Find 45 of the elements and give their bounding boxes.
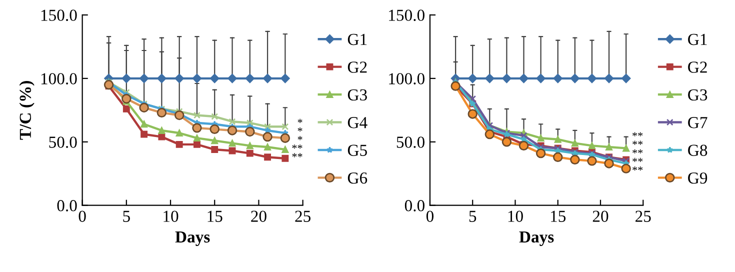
annotation: ** xyxy=(632,132,643,136)
legend-label: G8 xyxy=(688,144,708,156)
y-tick-label: 50.0 xyxy=(49,136,77,148)
x-axis-title: Days xyxy=(175,231,210,246)
legend-label: G2 xyxy=(348,62,367,73)
legend-label: G6 xyxy=(348,172,368,184)
annotation: ** xyxy=(632,140,643,145)
y-tick-label: 0.0 xyxy=(57,200,77,212)
x-tick-label: 0 xyxy=(426,210,434,222)
y-tick-label: 100.0 xyxy=(41,73,77,84)
annotation: ** xyxy=(292,144,302,149)
x-tick-label: 25 xyxy=(295,210,310,222)
x-tick-label: 20 xyxy=(251,210,266,222)
x-axis-title: Days xyxy=(519,231,554,246)
y-tick-label: 150.0 xyxy=(389,10,424,21)
x-tick-label: 15 xyxy=(551,210,566,222)
annotation: ** xyxy=(632,166,643,171)
x-tick-label: 5 xyxy=(123,210,130,222)
y-tick-label: 100.0 xyxy=(389,73,424,84)
legend-label: G7 xyxy=(688,117,708,128)
x-tick-label: 0 xyxy=(78,210,86,222)
x-tick-label: 25 xyxy=(636,210,651,222)
x-tick-label: 10 xyxy=(164,210,178,222)
legend-label: G1 xyxy=(348,34,367,46)
legend-label: G4 xyxy=(348,117,368,128)
legend-label: G3 xyxy=(688,89,708,101)
annotation: * xyxy=(298,118,302,123)
x-tick-label: 10 xyxy=(508,210,523,222)
y-tick-label: 50.0 xyxy=(396,136,424,148)
y-axis-title: T/C (%) xyxy=(19,81,34,140)
x-tick-label: 5 xyxy=(469,210,476,222)
y-tick-label: 150.0 xyxy=(41,10,77,21)
legend-label: G9 xyxy=(688,172,708,184)
annotation: ** xyxy=(632,158,643,162)
x-tick-label: 15 xyxy=(208,210,222,222)
x-tick-label: 20 xyxy=(592,210,608,222)
annotation: ** xyxy=(632,149,643,154)
legend-label: G5 xyxy=(348,144,367,156)
y-tick-label: 0.0 xyxy=(404,200,424,212)
legend-label: G3 xyxy=(348,89,367,101)
annotation: ** xyxy=(292,153,302,158)
legend-label: G2 xyxy=(688,62,707,73)
annotation: * xyxy=(298,136,302,140)
annotation: * xyxy=(298,127,302,132)
legend-label: G1 xyxy=(688,34,707,46)
